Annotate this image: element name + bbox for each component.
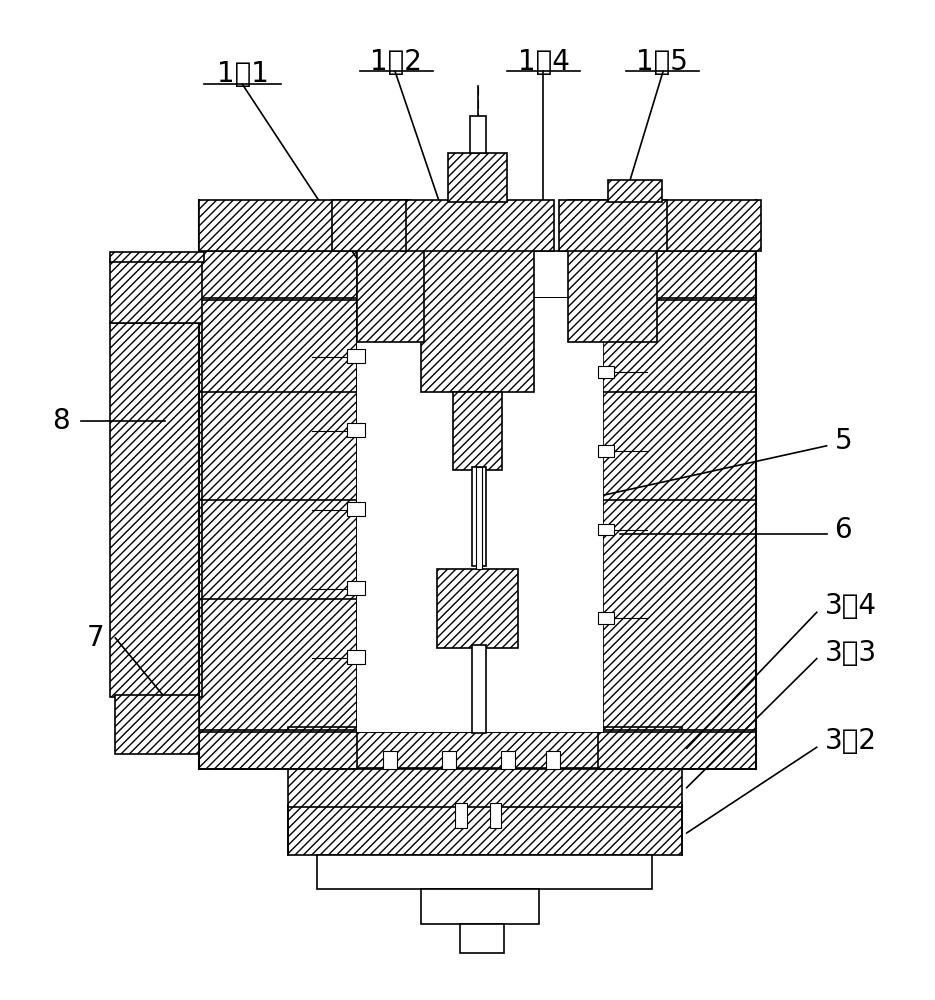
Text: 3．3: 3．3: [825, 639, 877, 667]
Bar: [347, 650, 365, 664]
Bar: [199, 730, 356, 769]
Text: 8: 8: [52, 407, 70, 435]
Bar: [347, 349, 365, 363]
Bar: [490, 803, 501, 828]
Bar: [199, 298, 356, 732]
Bar: [383, 751, 397, 769]
Text: 6: 6: [834, 516, 852, 544]
Bar: [115, 695, 199, 754]
Text: 3．4: 3．4: [825, 592, 877, 620]
Bar: [546, 751, 560, 769]
Text: 3．2: 3．2: [825, 727, 877, 755]
Bar: [288, 766, 682, 807]
Bar: [598, 612, 613, 624]
Bar: [110, 259, 202, 323]
Bar: [460, 924, 505, 953]
Text: 5: 5: [834, 427, 852, 455]
Bar: [347, 502, 365, 516]
Bar: [199, 249, 356, 300]
Bar: [568, 200, 760, 251]
Text: 7: 7: [87, 624, 105, 652]
Bar: [199, 200, 410, 251]
Bar: [598, 298, 755, 732]
Bar: [501, 751, 515, 769]
Bar: [598, 524, 613, 535]
Bar: [356, 249, 424, 342]
Bar: [558, 200, 667, 251]
Bar: [448, 153, 508, 202]
Bar: [110, 252, 204, 262]
Bar: [472, 467, 485, 566]
Bar: [608, 180, 662, 202]
Bar: [110, 323, 202, 697]
Text: 1．4: 1．4: [518, 48, 569, 76]
Bar: [421, 249, 534, 392]
Text: 1．5: 1．5: [636, 48, 688, 76]
Bar: [470, 116, 485, 153]
Bar: [288, 805, 682, 855]
Text: 1．1: 1．1: [218, 60, 269, 88]
Bar: [598, 249, 755, 300]
Bar: [476, 467, 482, 569]
Bar: [598, 730, 755, 769]
Bar: [455, 803, 467, 828]
Bar: [401, 200, 554, 251]
Text: 1．2: 1．2: [370, 48, 422, 76]
Bar: [347, 581, 365, 595]
Bar: [317, 855, 653, 889]
Bar: [288, 727, 682, 768]
Bar: [598, 445, 613, 457]
Bar: [453, 392, 502, 470]
Bar: [421, 889, 539, 924]
Bar: [438, 569, 518, 648]
Bar: [568, 249, 657, 342]
Bar: [347, 423, 365, 437]
Bar: [332, 200, 406, 251]
Bar: [442, 751, 456, 769]
Bar: [472, 645, 485, 733]
Bar: [356, 298, 603, 732]
Bar: [598, 366, 613, 378]
